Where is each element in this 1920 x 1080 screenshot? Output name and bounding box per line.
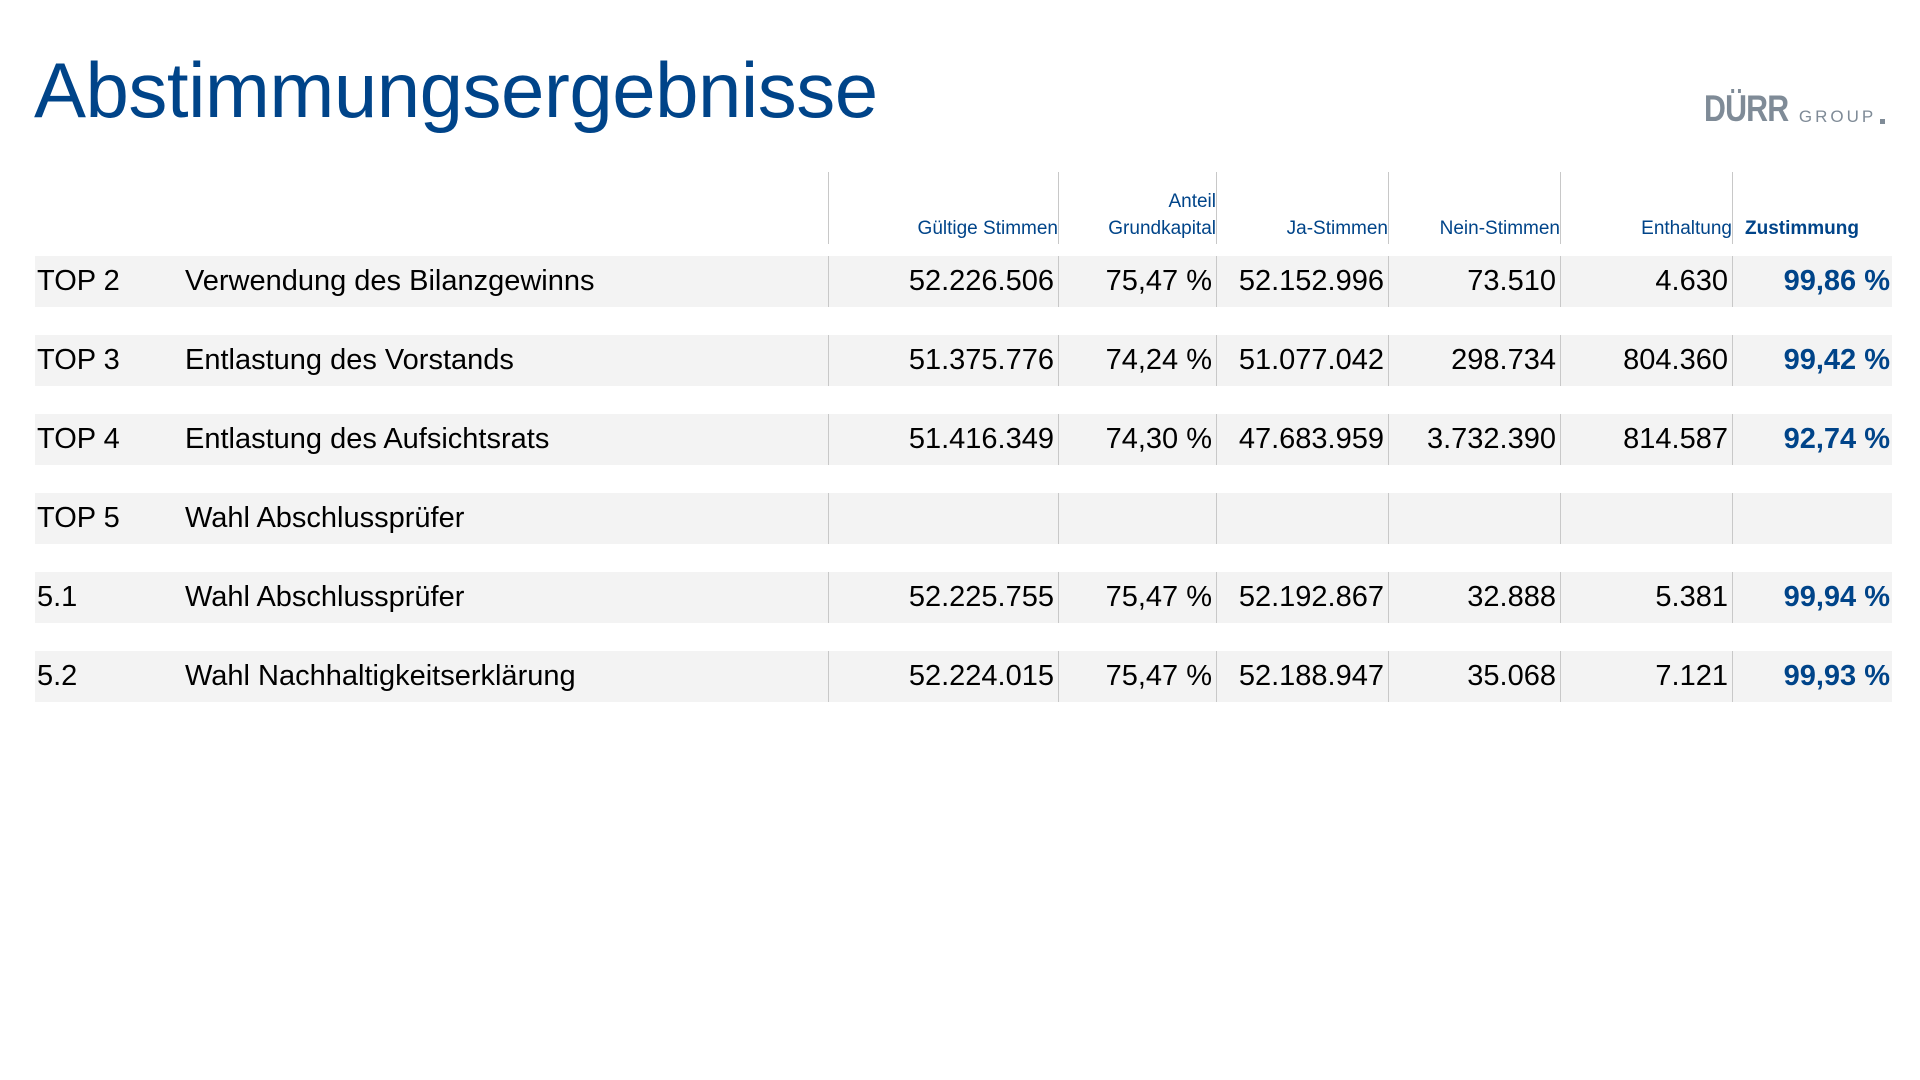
row-nein-stimmen: [1388, 493, 1560, 544]
table-row: 5.1 Wahl Abschlussprüfer 52.225.755 75,4…: [35, 572, 1892, 623]
row-zustimmung: 99,93 %: [1732, 651, 1892, 702]
row-nein-stimmen: 32.888: [1388, 572, 1560, 623]
row-gueltige-stimmen: 52.226.506: [828, 256, 1058, 307]
row-gueltige-stimmen: 51.375.776: [828, 335, 1058, 386]
row-anteil-grundkapital: 75,47 %: [1058, 572, 1216, 623]
header-blank-label: [185, 172, 828, 244]
row-label: Wahl Abschlussprüfer: [185, 502, 465, 534]
row-anteil-grundkapital: 74,30 %: [1058, 414, 1216, 465]
row-anteil-grundkapital: 74,24 %: [1058, 335, 1216, 386]
logo-group-text: GROUP: [1798, 107, 1877, 126]
row-top-number: TOP 3: [37, 344, 120, 376]
logo-wordmark: DÜRR: [1704, 88, 1789, 129]
table-row: 5.2 Wahl Nachhaltigkeitserklärung 52.224…: [35, 651, 1892, 702]
row-top-number: TOP 2: [37, 265, 120, 297]
table-row: TOP 3 Entlastung des Vorstands 51.375.77…: [35, 335, 1892, 386]
row-gueltige-stimmen: 52.224.015: [828, 651, 1058, 702]
row-enthaltung: 4.630: [1560, 256, 1732, 307]
row-anteil-grundkapital: 75,47 %: [1058, 651, 1216, 702]
row-ja-stimmen: 47.683.959: [1216, 414, 1388, 465]
row-ja-stimmen: 52.152.996: [1216, 256, 1388, 307]
row-anteil-grundkapital: [1058, 493, 1216, 544]
row-gueltige-stimmen: 51.416.349: [828, 414, 1058, 465]
row-gueltige-stimmen: 52.225.755: [828, 572, 1058, 623]
row-enthaltung: 7.121: [1560, 651, 1732, 702]
row-zustimmung: [1732, 493, 1892, 544]
table-header-row: Gültige Stimmen Anteil Grundkapital Ja-S…: [35, 172, 1892, 244]
header-nein-stimmen: Nein-Stimmen: [1388, 172, 1560, 244]
header-anteil-line2: Grundkapital: [1108, 218, 1216, 239]
row-nein-stimmen: 298.734: [1388, 335, 1560, 386]
voting-results-table: Gültige Stimmen Anteil Grundkapital Ja-S…: [35, 172, 1892, 730]
table-row: TOP 4 Entlastung des Aufsichtsrats 51.41…: [35, 414, 1892, 465]
row-enthaltung: [1560, 493, 1732, 544]
row-gueltige-stimmen: [828, 493, 1058, 544]
row-anteil-grundkapital: 75,47 %: [1058, 256, 1216, 307]
row-zustimmung: 99,86 %: [1732, 256, 1892, 307]
row-top-number: 5.1: [37, 581, 78, 613]
row-zustimmung: 92,74 %: [1732, 414, 1892, 465]
header-zustimmung: Zustimmung: [1732, 172, 1892, 244]
row-label: Wahl Abschlussprüfer: [185, 581, 465, 613]
header-anteil-line1: Anteil: [1168, 191, 1216, 212]
row-top-number: TOP 5: [37, 502, 120, 534]
row-nein-stimmen: 35.068: [1388, 651, 1560, 702]
table-row: TOP 5 Wahl Abschlussprüfer: [35, 493, 1892, 544]
row-ja-stimmen: [1216, 493, 1388, 544]
row-enthaltung: 804.360: [1560, 335, 1732, 386]
row-nein-stimmen: 73.510: [1388, 256, 1560, 307]
header-blank-top: [35, 172, 185, 244]
row-label: Wahl Nachhaltigkeitserklärung: [185, 660, 576, 692]
header-enthaltung: Enthaltung: [1560, 172, 1732, 244]
row-zustimmung: 99,42 %: [1732, 335, 1892, 386]
row-ja-stimmen: 52.192.867: [1216, 572, 1388, 623]
row-ja-stimmen: 52.188.947: [1216, 651, 1388, 702]
header-ja-stimmen: Ja-Stimmen: [1216, 172, 1388, 244]
row-enthaltung: 814.587: [1560, 414, 1732, 465]
header-gueltige-stimmen: Gültige Stimmen: [828, 172, 1058, 244]
row-label: Entlastung des Aufsichtsrats: [185, 423, 550, 455]
row-top-number: TOP 4: [37, 423, 120, 455]
company-logo: DÜRR GROUP: [1704, 88, 1886, 129]
header-anteil-grundkapital: Anteil Grundkapital: [1058, 172, 1216, 244]
page-title: Abstimmungsergebnisse: [34, 46, 878, 134]
row-ja-stimmen: 51.077.042: [1216, 335, 1388, 386]
row-enthaltung: 5.381: [1560, 572, 1732, 623]
row-zustimmung: 99,94 %: [1732, 572, 1892, 623]
row-label: Verwendung des Bilanzgewinns: [185, 265, 595, 297]
row-top-number: 5.2: [37, 660, 78, 692]
logo-dot: [1880, 119, 1886, 124]
table-row: TOP 2 Verwendung des Bilanzgewinns 52.22…: [35, 256, 1892, 307]
row-label: Entlastung des Vorstands: [185, 344, 514, 376]
row-nein-stimmen: 3.732.390: [1388, 414, 1560, 465]
